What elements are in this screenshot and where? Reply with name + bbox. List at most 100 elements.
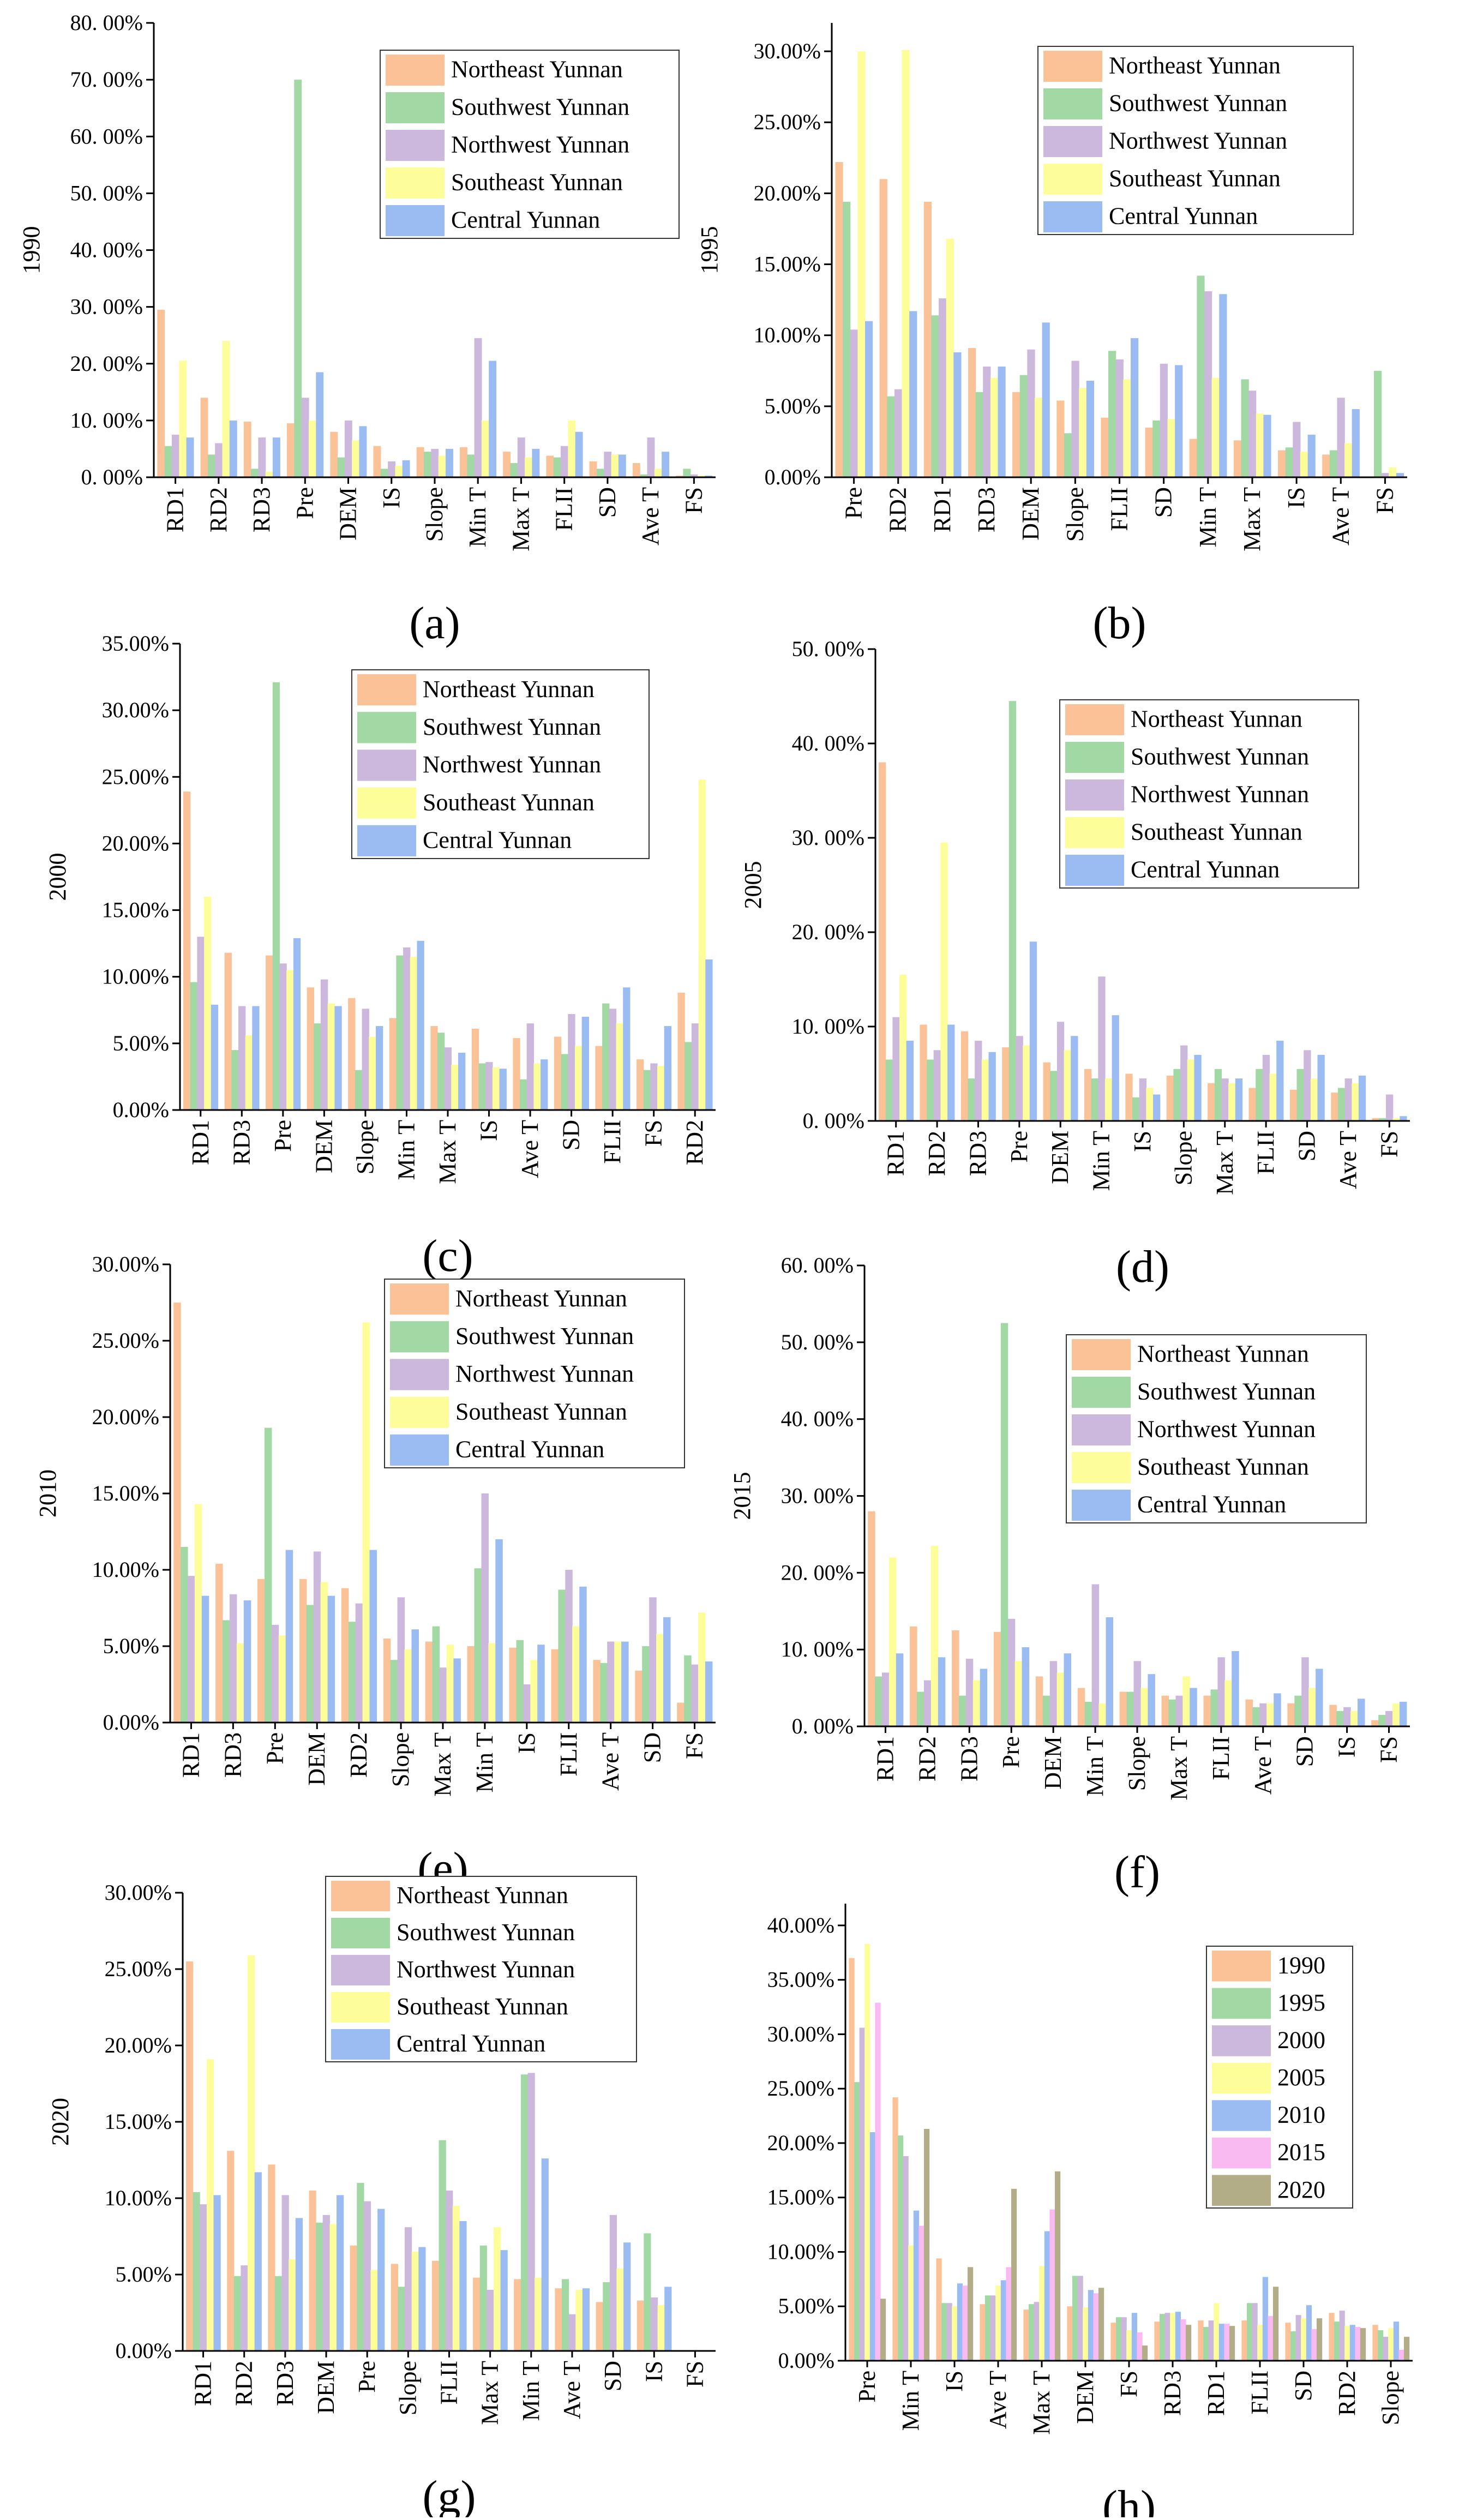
bar	[1008, 701, 1017, 1121]
legend-swatch	[1065, 817, 1124, 848]
legend-label: Southeast Yunnan	[1109, 165, 1281, 192]
legend-swatch	[1043, 201, 1102, 232]
bar	[1336, 1711, 1344, 1726]
y-tick-label: 25.00%	[767, 2076, 834, 2101]
bar	[657, 2305, 665, 2351]
bar	[1311, 2329, 1317, 2361]
legend-swatch	[390, 1434, 449, 1466]
bar	[388, 461, 395, 477]
x-tick-label: FLII	[599, 1120, 626, 1164]
bar	[1083, 2307, 1089, 2361]
bar	[398, 2287, 405, 2351]
bar	[990, 2295, 996, 2361]
bar	[988, 1052, 996, 1121]
bar	[555, 2288, 562, 2351]
bar	[575, 2290, 583, 2351]
x-tick-label: RD1	[1203, 2371, 1229, 2416]
bar	[207, 454, 215, 477]
y-tick-label: 10. 00%	[781, 1637, 854, 1661]
bar	[568, 2314, 576, 2351]
legend-label: 2010	[1277, 2102, 1325, 2128]
y-tick-label: 25.00%	[102, 764, 169, 789]
bar	[179, 361, 187, 477]
bar	[1329, 2313, 1335, 2361]
legend-swatch	[390, 1396, 449, 1428]
y-tick-label: 0. 00%	[803, 1108, 864, 1133]
bar	[1378, 2330, 1384, 2361]
bar	[597, 469, 604, 477]
bar	[691, 1664, 699, 1723]
y-tick-label: 5.00%	[113, 1031, 169, 1055]
legend-label: Southeast Yunnan	[1137, 1454, 1309, 1480]
x-tick-label: Slope	[1124, 1736, 1150, 1791]
bar	[958, 1695, 966, 1726]
y-tick-label: 25.00%	[105, 1957, 172, 1981]
legend-label: Southeast Yunnan	[423, 789, 595, 815]
bar	[231, 1050, 239, 1110]
legend-swatch	[1043, 164, 1102, 195]
x-tick-label: Slope	[394, 2361, 421, 2415]
x-tick-label: RD2	[914, 1736, 940, 1781]
x-tick-label: Pre	[1006, 1131, 1032, 1163]
x-tick-label: RD3	[956, 1736, 982, 1781]
x-tick-label: FLII	[555, 1732, 582, 1777]
bar	[285, 1550, 293, 1723]
x-tick-label: Min T	[471, 1732, 498, 1793]
bar	[316, 372, 324, 477]
bar	[410, 957, 418, 1110]
legend-label: Northeast Yunnan	[1109, 52, 1281, 79]
legend-label: 2000	[1277, 2027, 1325, 2054]
legend-swatch	[331, 2029, 390, 2060]
bar	[947, 1024, 955, 1121]
bar	[1218, 2324, 1224, 2361]
bar	[1317, 2318, 1323, 2361]
bar	[541, 1059, 548, 1110]
bar	[1014, 1661, 1023, 1726]
bar	[902, 50, 910, 477]
y-tick-label: 60. 00%	[70, 124, 143, 148]
bar	[644, 2233, 651, 2351]
bar	[1056, 400, 1065, 477]
legend-label: Central Yunnan	[423, 827, 572, 854]
bar	[348, 998, 356, 1110]
bar	[416, 447, 424, 477]
bar	[530, 1660, 538, 1723]
y-tick-label: 30. 00%	[70, 295, 143, 319]
bar	[854, 2082, 860, 2361]
bar	[546, 455, 554, 477]
bar	[215, 1563, 223, 1723]
x-tick-label: RD3	[973, 487, 1000, 532]
bar	[313, 1551, 321, 1723]
bar	[294, 80, 302, 478]
bar	[918, 2225, 924, 2361]
bar	[1404, 2337, 1410, 2361]
bar	[938, 1657, 946, 1727]
bar	[1304, 1050, 1311, 1121]
bar	[1175, 365, 1183, 477]
bar	[271, 1624, 279, 1723]
bar	[1019, 375, 1028, 477]
x-tick-label: RD1	[162, 487, 189, 532]
bar	[439, 1667, 447, 1723]
bar	[596, 2302, 603, 2351]
bar	[1101, 417, 1109, 477]
bar	[362, 1322, 370, 1723]
legend-label: Central Yunnan	[451, 207, 600, 233]
bar	[1168, 1699, 1176, 1726]
bar	[1268, 2316, 1274, 2361]
bar	[946, 2303, 952, 2361]
bar	[865, 321, 873, 477]
legend-swatch	[1065, 742, 1124, 773]
bar	[532, 448, 540, 477]
bar	[1232, 1651, 1239, 1726]
x-tick-label: Ave T	[597, 1732, 624, 1791]
bar	[1182, 1676, 1190, 1726]
bar	[632, 463, 640, 477]
bar	[418, 2247, 426, 2351]
bar	[888, 1557, 897, 1726]
bar	[248, 1955, 255, 2351]
x-tick-label: Slope	[421, 487, 448, 542]
bar	[1278, 450, 1286, 477]
legend-swatch	[1212, 1988, 1271, 2019]
